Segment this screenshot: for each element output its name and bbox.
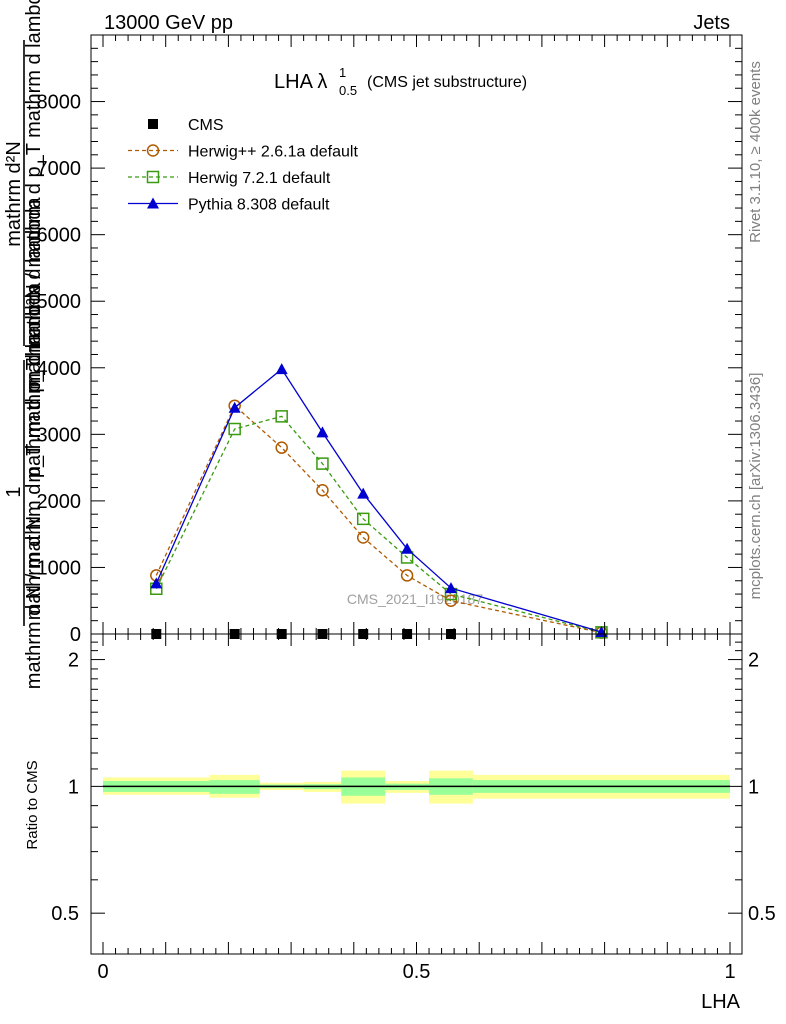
main-ylabel: mathrm d²N mathrm d²N / mathrm d p_T mat… (3, 0, 45, 689)
series-1-point (400, 569, 414, 582)
ratio-bands (103, 770, 730, 804)
mcplots-note: mcplots.cern.ch [arXiv:1306.3436] (747, 373, 764, 600)
series-1-point (316, 483, 329, 497)
chart-title: LHA λ (274, 71, 327, 93)
main-ytick-label: 8000 (37, 92, 82, 114)
ratio-ytick-label-right: 0.5 (748, 903, 776, 925)
series-3-point (275, 363, 288, 375)
series-line-2 (155, 415, 602, 633)
main-ytick-label: 1000 (37, 557, 82, 579)
main-ytick-label: 7000 (37, 158, 82, 180)
main-ytick-label: 6000 (37, 225, 82, 247)
series-3-point (401, 542, 414, 554)
ylabel-lower-full: mathrm d N / mathrm d p_T mathrm d lambd… (23, 282, 45, 689)
legend: CMS Herwig++ 2.6.1a default Herwig 7.2.1 d… (128, 117, 358, 214)
series-2-point (228, 422, 241, 436)
legend-label-2: Herwig 7.2.1 default (188, 170, 331, 187)
ratio-ytick-label-right: 2 (748, 650, 759, 672)
main-series-layer (150, 363, 608, 639)
ratio-ytick-label: 0.5 (51, 903, 79, 925)
main-axes: 0 1000 2000 3000 4000 5000 6000 7000 8000 (37, 34, 743, 646)
main-ytick-label: 2000 (37, 491, 82, 513)
ratio-xtick-label: 0.5 (403, 961, 431, 983)
ratio-ytick-label: 1 (68, 776, 79, 798)
main-ytick-label: 4000 (37, 358, 82, 380)
x-axis-label: LHA (701, 991, 741, 1013)
legend-label-1: Herwig++ 2.6.1a default (188, 144, 358, 161)
ylabel-denominator: mathrm d p_T mathrm d lambda (23, 196, 45, 482)
series-line-3 (155, 368, 602, 633)
series-3-point (150, 577, 163, 589)
ratio-axes: 0.5 0.5 1 1 2 2 0 0.5 1 (51, 633, 776, 983)
series-1-point (356, 531, 370, 544)
header-right: Jets (693, 12, 730, 34)
ratio-ytick-label: 2 (68, 650, 79, 672)
series-2-point (356, 512, 370, 526)
legend-marker-2 (146, 170, 160, 184)
chart-title-suffix: (CMS jet substructure) (367, 74, 527, 91)
series-1-point (444, 594, 458, 607)
main-ytick-label: 0 (70, 624, 81, 646)
legend-label-0: CMS (188, 117, 224, 134)
watermark: CMS_2021_I1920187 (347, 591, 483, 607)
ratio-ytick-label-right: 1 (748, 776, 759, 798)
ratio-xtick-label: 0 (97, 961, 108, 983)
series-3-point (357, 487, 370, 499)
series-2-point (316, 457, 329, 470)
main-ytick-label: 5000 (37, 291, 82, 313)
chart-title-sup: 1 (339, 65, 346, 80)
legend-marker-1 (146, 144, 160, 157)
main-ytick-label: 3000 (37, 424, 82, 446)
chart-title-main: LHA λ (274, 71, 327, 93)
ylabel-numerator: mathrm d²N (3, 141, 25, 247)
series-3-point (228, 401, 241, 413)
legend-marker-3 (147, 197, 159, 209)
ratio-xtick-label: 1 (724, 961, 735, 983)
rivet-note: Rivet 3.1.10, ≥ 400k events (747, 61, 764, 243)
header-left: 13000 GeV pp (104, 12, 233, 34)
series-3-point (444, 582, 457, 594)
ylabel-one: 1 (3, 486, 25, 497)
ylabel-upper-full: mathrm d²N / mathrm d p_T mathrm d lambd… (23, 0, 45, 390)
ylabel-lower-numerator: mathrm d N (23, 516, 45, 620)
chart-title-sub: 0.5 (339, 83, 357, 98)
legend-label-3: Pythia 8.308 default (188, 197, 330, 214)
series-1-point (275, 441, 288, 454)
ratio-ylabel: Ratio to CMS (24, 760, 41, 849)
series-2-point (275, 410, 288, 423)
legend-marker-0 (148, 119, 158, 129)
series-3-point (316, 426, 329, 438)
series-line-1 (155, 404, 602, 634)
